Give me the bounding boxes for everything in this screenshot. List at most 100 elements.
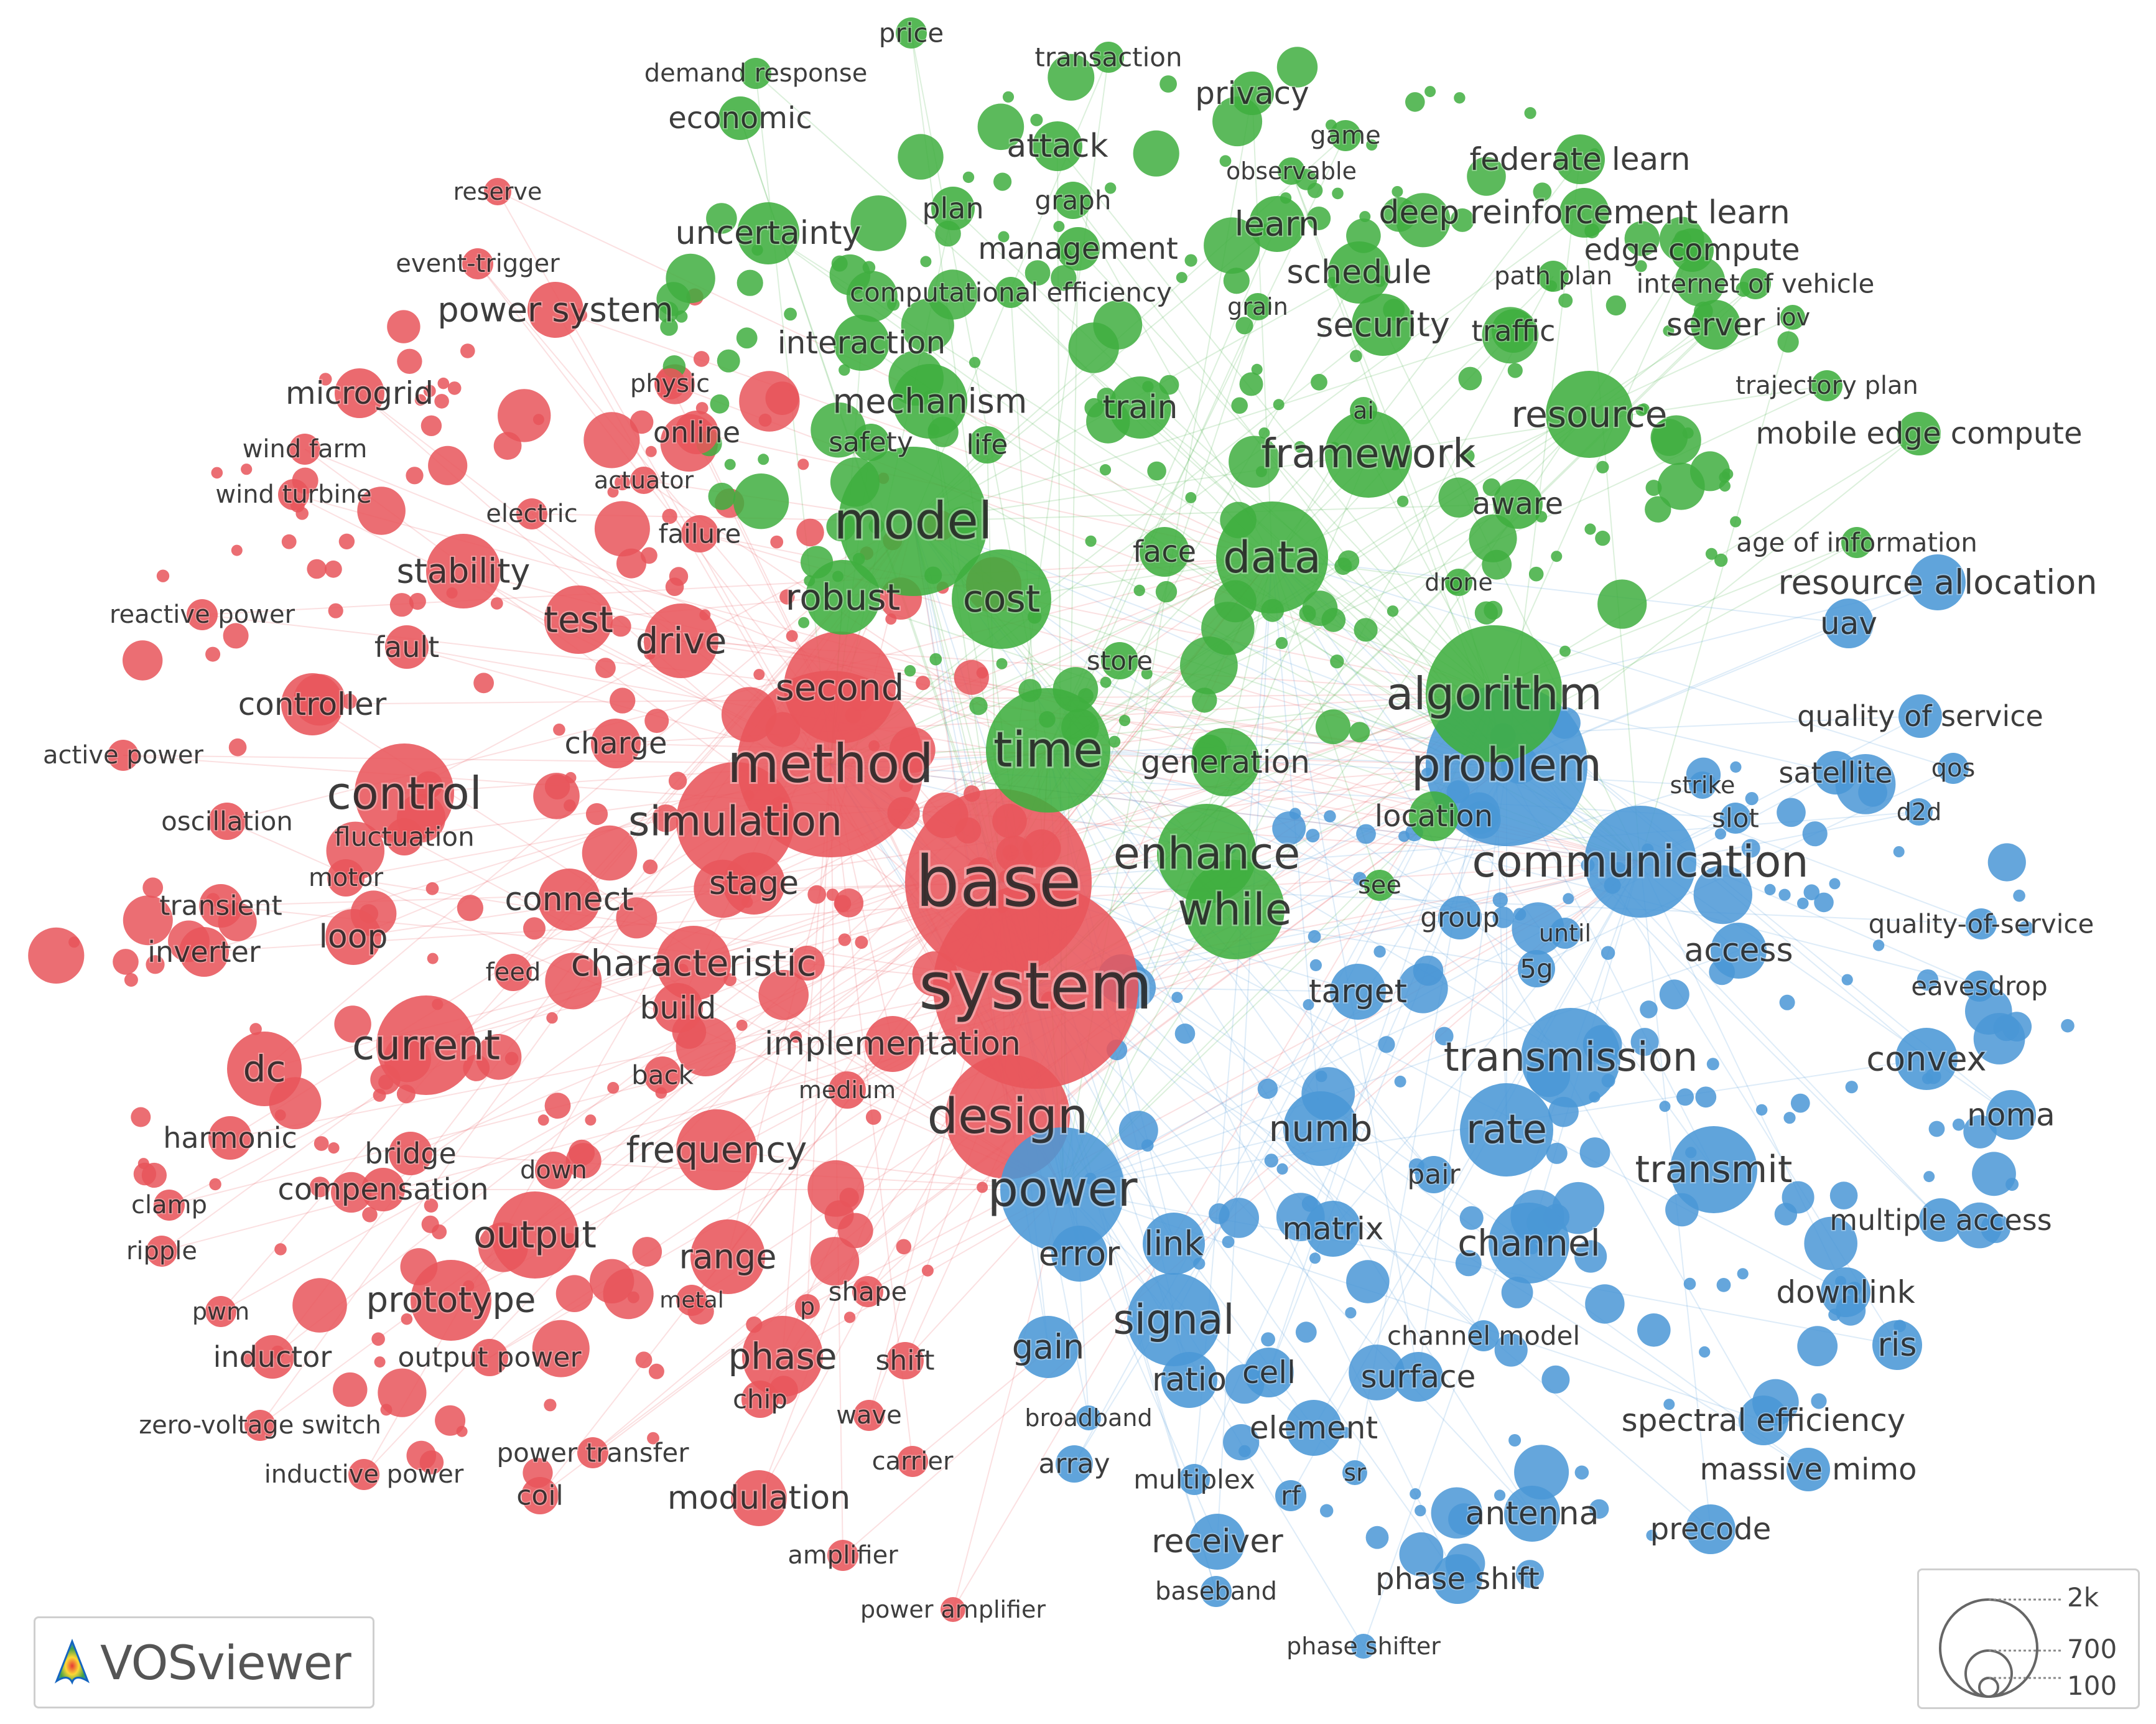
keyword-node[interactable] xyxy=(1301,1195,1318,1212)
keyword-node[interactable] xyxy=(1305,1201,1361,1257)
keyword-node[interactable] xyxy=(555,1275,593,1312)
keyword-node[interactable] xyxy=(1518,950,1555,987)
keyword-node[interactable] xyxy=(1455,1250,1482,1277)
keyword-node[interactable] xyxy=(1161,1352,1217,1408)
keyword-node[interactable] xyxy=(954,659,989,695)
keyword-node[interactable] xyxy=(1585,1284,1625,1324)
keyword-node[interactable] xyxy=(1201,602,1255,655)
keyword-node[interactable] xyxy=(374,1356,386,1368)
keyword-node[interactable] xyxy=(795,1294,820,1319)
keyword-node[interactable] xyxy=(386,818,423,855)
keyword-node[interactable] xyxy=(1219,1198,1259,1238)
keyword-node[interactable] xyxy=(1624,221,1660,256)
keyword-node[interactable] xyxy=(1711,923,1767,979)
keyword-node[interactable] xyxy=(409,593,426,610)
keyword-node[interactable] xyxy=(1108,735,1121,748)
keyword-node[interactable] xyxy=(289,434,320,465)
keyword-node[interactable] xyxy=(1938,753,1969,784)
keyword-node[interactable] xyxy=(1689,771,1716,799)
keyword-node[interactable] xyxy=(1159,75,1177,93)
keyword-node[interactable] xyxy=(798,617,810,628)
keyword-node[interactable] xyxy=(1309,959,1322,971)
keyword-node[interactable] xyxy=(635,1351,653,1369)
keyword-node[interactable] xyxy=(357,487,406,535)
keyword-node[interactable] xyxy=(1460,1083,1553,1177)
keyword-node[interactable] xyxy=(1373,945,1386,958)
keyword-node[interactable] xyxy=(1493,479,1543,529)
keyword-node[interactable] xyxy=(1109,376,1171,439)
keyword-node[interactable] xyxy=(737,202,799,264)
keyword-node[interactable] xyxy=(977,103,1025,151)
keyword-node[interactable] xyxy=(1919,1198,1963,1242)
keyword-node[interactable] xyxy=(1054,182,1092,219)
keyword-node[interactable] xyxy=(838,1213,873,1249)
keyword-node[interactable] xyxy=(1174,1023,1196,1044)
keyword-node[interactable] xyxy=(1756,1104,1768,1116)
keyword-node[interactable] xyxy=(905,789,1092,976)
keyword-node[interactable] xyxy=(676,1109,757,1190)
keyword-node[interactable] xyxy=(1365,1526,1389,1549)
keyword-node[interactable] xyxy=(969,426,1006,464)
keyword-node[interactable] xyxy=(789,946,825,981)
keyword-node[interactable] xyxy=(1787,1448,1830,1491)
keyword-node[interactable] xyxy=(154,1190,185,1221)
keyword-node[interactable] xyxy=(1730,761,1742,773)
keyword-node[interactable] xyxy=(447,381,462,395)
keyword-node[interactable] xyxy=(1898,694,1942,738)
keyword-node[interactable] xyxy=(850,195,907,251)
keyword-node[interactable] xyxy=(1730,516,1742,528)
keyword-node[interactable] xyxy=(314,1136,329,1151)
keyword-node[interactable] xyxy=(690,1219,765,1294)
keyword-node[interactable] xyxy=(1461,449,1475,463)
keyword-node[interactable] xyxy=(371,1332,385,1346)
keyword-node[interactable] xyxy=(348,1459,379,1490)
keyword-node[interactable] xyxy=(1431,1487,1482,1539)
keyword-node[interactable] xyxy=(1640,1000,1658,1018)
keyword-node[interactable] xyxy=(1521,1008,1620,1107)
keyword-node[interactable] xyxy=(753,669,765,681)
keyword-node[interactable] xyxy=(662,508,677,524)
keyword-node[interactable] xyxy=(389,593,414,617)
keyword-node[interactable] xyxy=(797,459,809,470)
keyword-node[interactable] xyxy=(1249,196,1305,252)
keyword-node[interactable] xyxy=(652,804,681,832)
keyword-node[interactable] xyxy=(1189,1514,1245,1570)
keyword-node[interactable] xyxy=(843,1312,856,1323)
keyword-node[interactable] xyxy=(1289,808,1301,819)
keyword-node[interactable] xyxy=(1399,1532,1444,1577)
keyword-node[interactable] xyxy=(1257,1078,1278,1099)
keyword-node[interactable] xyxy=(1897,412,1941,455)
keyword-node[interactable] xyxy=(969,697,988,715)
keyword-node[interactable] xyxy=(1645,480,1662,496)
keyword-node[interactable] xyxy=(434,394,449,409)
keyword-node[interactable] xyxy=(208,1116,252,1160)
keyword-node[interactable] xyxy=(887,298,900,311)
keyword-node[interactable] xyxy=(681,515,718,552)
keyword-node[interactable] xyxy=(545,953,602,1010)
keyword-node[interactable] xyxy=(1230,72,1274,115)
keyword-node[interactable] xyxy=(1574,1465,1589,1480)
keyword-node[interactable] xyxy=(538,869,600,931)
keyword-node[interactable] xyxy=(1986,1090,2036,1140)
keyword-node[interactable] xyxy=(1584,806,1696,918)
keyword-node[interactable] xyxy=(1308,930,1321,943)
keyword-node[interactable] xyxy=(1507,363,1523,378)
keyword-node[interactable] xyxy=(1223,268,1250,294)
keyword-node[interactable] xyxy=(1802,821,1828,847)
keyword-node[interactable] xyxy=(1783,1112,1796,1124)
keyword-node[interactable] xyxy=(1811,370,1842,401)
keyword-node[interactable] xyxy=(1332,187,1344,200)
keyword-node[interactable] xyxy=(1424,86,1436,98)
keyword-node[interactable] xyxy=(227,1032,302,1106)
keyword-node[interactable] xyxy=(1745,792,1759,806)
keyword-node[interactable] xyxy=(1741,839,1760,858)
keyword-node[interactable] xyxy=(742,1316,823,1397)
keyword-node[interactable] xyxy=(1209,1203,1230,1224)
keyword-node[interactable] xyxy=(331,1172,372,1213)
keyword-node[interactable] xyxy=(585,1114,597,1126)
keyword-node[interactable] xyxy=(1349,1344,1405,1400)
keyword-node[interactable] xyxy=(1597,579,1647,629)
keyword-node[interactable] xyxy=(1275,636,1288,650)
keyword-node[interactable] xyxy=(585,803,608,826)
keyword-node[interactable] xyxy=(124,973,138,987)
